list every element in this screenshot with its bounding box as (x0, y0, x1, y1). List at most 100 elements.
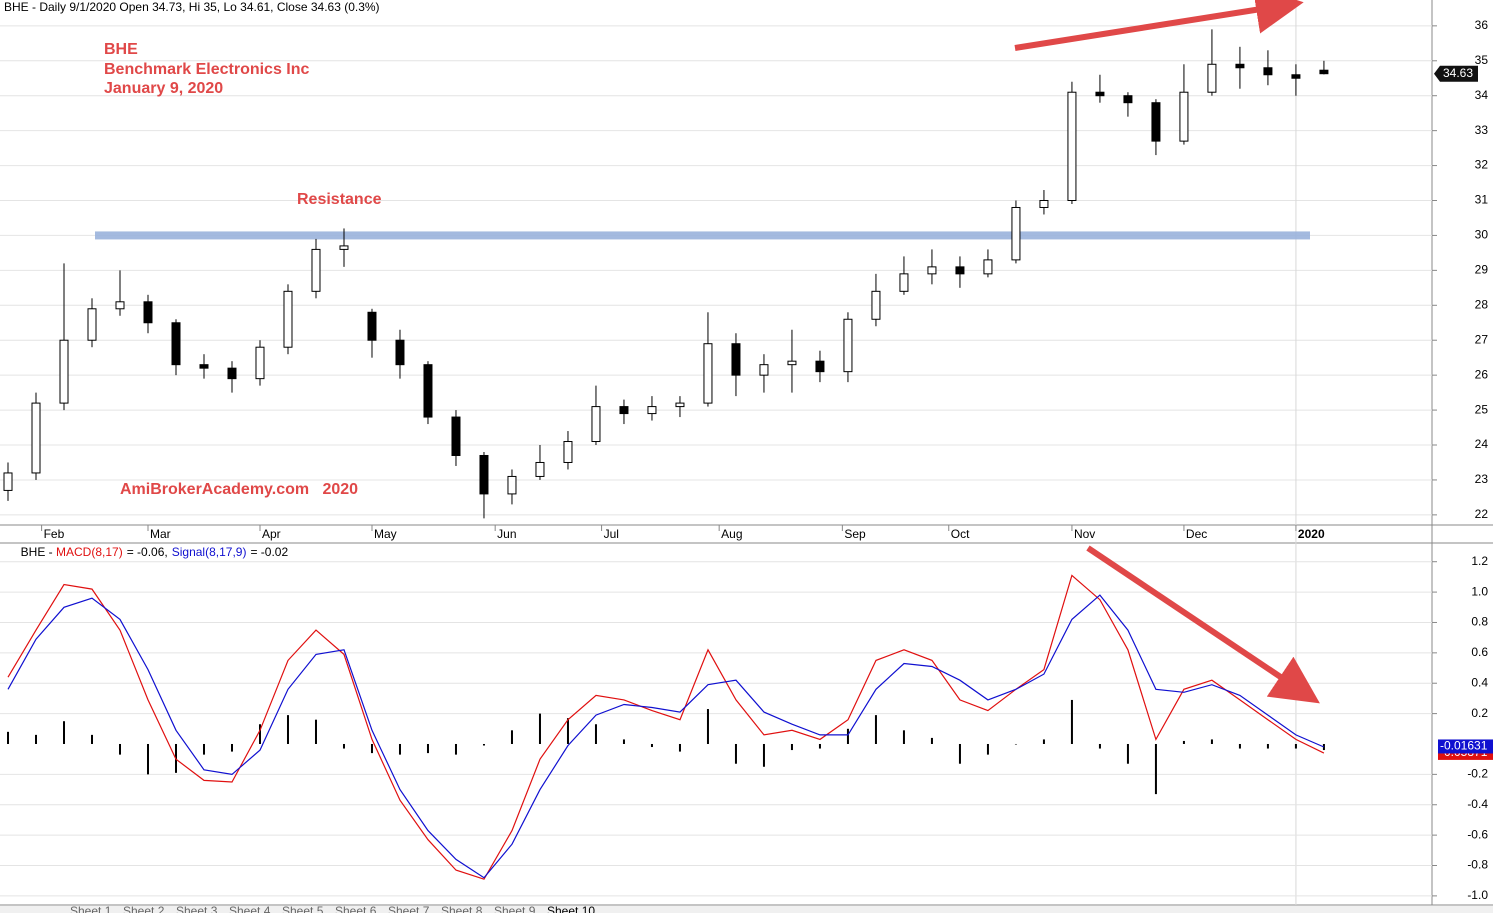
candle-body (339, 245, 349, 250)
sheet-tab[interactable]: Sheet 5 (282, 904, 324, 913)
x-tick-label: Aug (721, 527, 742, 541)
marks: 22 23 24 25 26 27 28 29 30 31 32 33 34 35 36 Feb Mar Apr M… (3, 18, 1493, 902)
y-tick-label: 31 (1475, 193, 1489, 207)
candle-body (619, 406, 629, 415)
y-tick-label: 28 (1475, 297, 1489, 311)
histogram-bar (1294, 743, 1297, 749)
x-tick-label: Feb (44, 527, 65, 541)
sheet-tab[interactable]: Sheet 9 (494, 904, 536, 913)
resistance-line (95, 231, 1310, 240)
candle-body (1263, 67, 1273, 76)
candle-body (1095, 91, 1105, 97)
last-value-label: -0.01631 (1440, 739, 1488, 753)
candle-body (675, 402, 685, 408)
histogram-bar (930, 737, 933, 744)
histogram-bar (566, 718, 569, 744)
candle-body (591, 406, 601, 443)
macd-line (7, 574, 1325, 880)
candle-body (1123, 95, 1133, 104)
candle-body (1207, 63, 1217, 93)
histogram-bar (874, 715, 877, 744)
histogram-bar (1154, 743, 1157, 795)
watermark: AmiBrokerAcademy.com 2020 (120, 481, 358, 498)
candle-body (87, 308, 97, 341)
histogram-bar (1070, 699, 1073, 744)
candle-body (647, 406, 657, 415)
tab-strip (0, 906, 1493, 913)
sheet-tab[interactable]: Sheet 10 (547, 904, 595, 913)
histogram-bar (35, 734, 38, 744)
histogram-bar (790, 743, 793, 751)
x-tick-label: Mar (150, 527, 171, 541)
sheet-tab[interactable]: Sheet 3 (176, 904, 218, 913)
sheet-tab[interactable]: Sheet 2 (123, 904, 165, 913)
sheet-tab[interactable]: Sheet 7 (388, 904, 430, 913)
candle-body (3, 472, 13, 491)
histogram-bar (342, 743, 345, 749)
candle-body (1039, 199, 1049, 208)
y-tick-label: 27 (1475, 332, 1489, 346)
histogram-bar (426, 743, 429, 754)
candle-body (1319, 69, 1329, 75)
last-value-tag (1438, 739, 1493, 754)
histogram-bar (119, 743, 122, 755)
annotation: Benchmark Electronics Inc (104, 61, 310, 78)
sheet-tab[interactable]: Sheet 6 (335, 904, 377, 913)
y-tick-label: 22 (1475, 507, 1489, 521)
histogram-bar (958, 743, 961, 764)
candle-body (843, 318, 853, 373)
histogram-bar (762, 743, 765, 767)
candle-body (479, 454, 489, 495)
legend-entry: Signal(8,17,9) (172, 545, 247, 559)
histogram-bar (1098, 743, 1101, 749)
candle-body (787, 360, 797, 366)
histogram-bar (1042, 739, 1045, 744)
candle-body (535, 461, 545, 477)
histogram-bar (594, 724, 597, 744)
x-tick-label: Oct (951, 527, 970, 541)
arrow (1014, 0, 1304, 51)
x-tick-label: May (374, 527, 397, 541)
title-prefix: BHE - (21, 545, 56, 559)
title-value: = -0.06, (127, 545, 168, 559)
arrow (1086, 545, 1320, 704)
y-tick-label: 33 (1475, 123, 1489, 137)
sheet-tab[interactable]: Sheet 1 (70, 904, 112, 913)
histogram-bar (622, 739, 625, 744)
candle-body (227, 367, 237, 380)
x-tick-label: Dec (1186, 527, 1207, 541)
histogram-bar (734, 743, 737, 764)
candle-body (1179, 91, 1189, 142)
candle-body (983, 259, 993, 275)
candle-body (115, 301, 125, 310)
histogram-bar (202, 743, 205, 755)
histogram-bar (650, 743, 653, 748)
candle-body (927, 266, 937, 275)
candle-body (59, 339, 69, 404)
candle-body (871, 290, 881, 320)
histogram-bar (314, 719, 317, 744)
candle-body (899, 273, 909, 292)
candle-body (367, 311, 377, 341)
histogram-bar (63, 721, 66, 744)
candle-body (1011, 206, 1021, 261)
x-tick-label: Jul (604, 527, 619, 541)
candle-body (1067, 91, 1077, 201)
y-tick-label: 0.2 (1471, 706, 1488, 720)
y-tick-label: 36 (1475, 18, 1489, 32)
sheet-tab[interactable]: Sheet 8 (441, 904, 483, 913)
candle-body (199, 364, 209, 369)
y-tick-label: -1.0 (1467, 888, 1488, 902)
sheet-tabs: Sheet 1 Sheet 2 Sheet 3 Sheet 4 Sheet 5 Sheet… (0, 904, 1493, 913)
candle-body (423, 364, 433, 418)
candle-body (311, 248, 321, 292)
y-tick-label: 25 (1475, 402, 1489, 416)
annotation: BHE (104, 41, 138, 58)
histogram-bar (706, 709, 709, 744)
histogram-bar (1266, 743, 1269, 749)
y-tick-label: 1.0 (1471, 584, 1488, 598)
histogram-bar (258, 724, 261, 744)
y-tick-label: 24 (1475, 437, 1489, 451)
sheet-tab[interactable]: Sheet 4 (229, 904, 271, 913)
histogram-bar (678, 743, 681, 752)
